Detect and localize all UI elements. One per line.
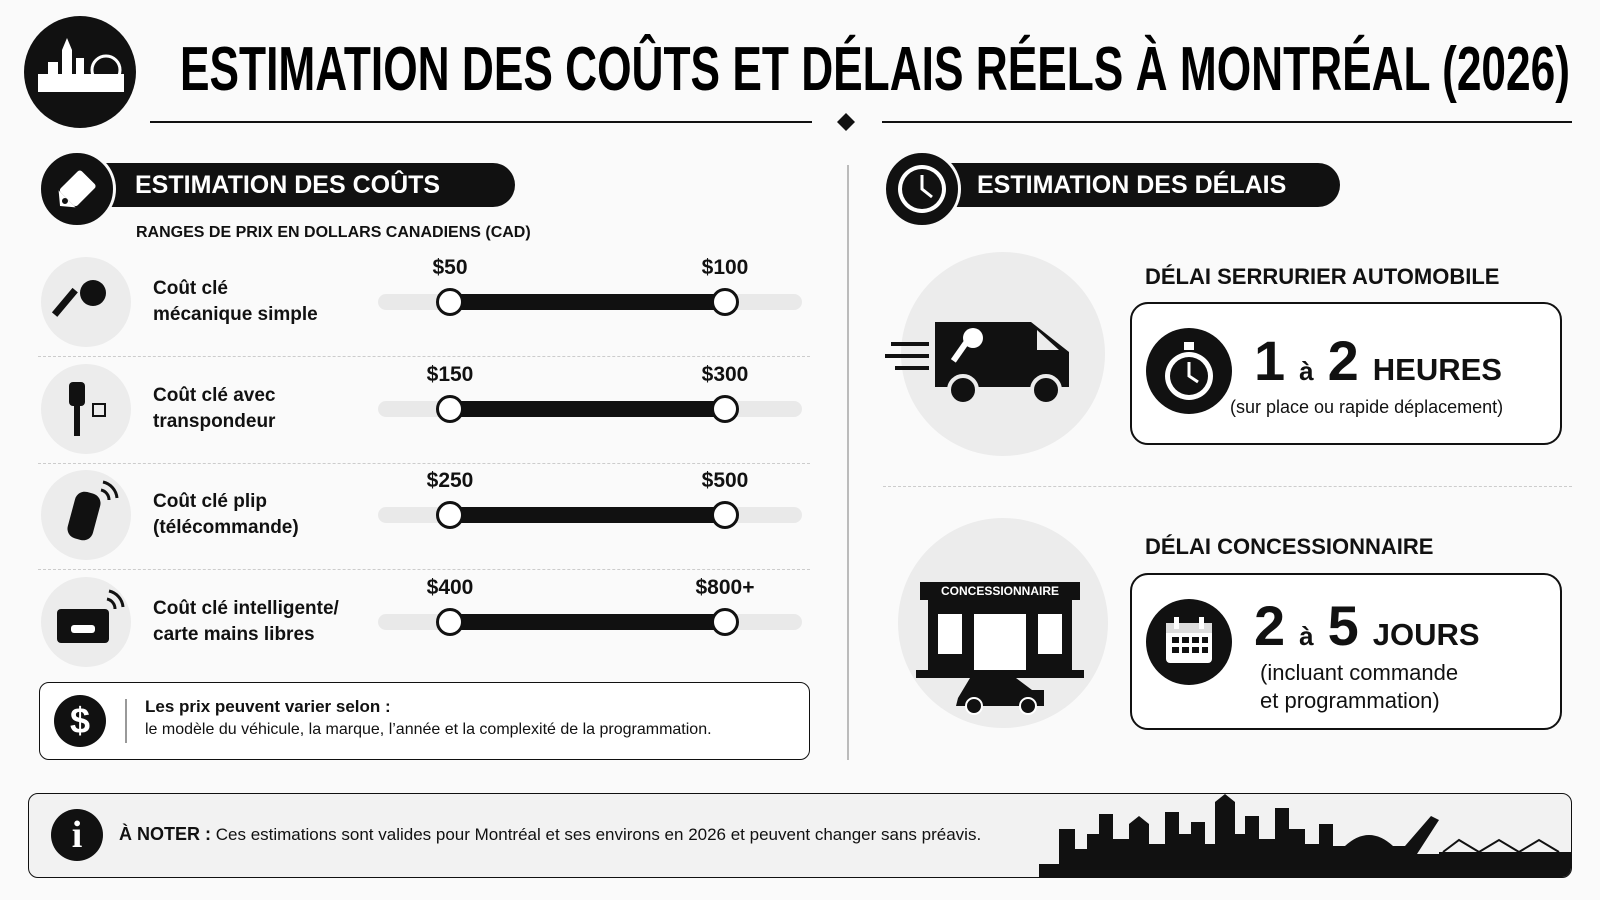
separator — [883, 486, 1572, 487]
costs-heading: ESTIMATION DES COÛTS — [100, 163, 515, 207]
delays-heading: ESTIMATION DES DÉLAIS — [945, 163, 1340, 207]
van-illustration — [885, 252, 1105, 456]
item-icon — [41, 363, 131, 454]
costs-subheading: RANGES DE PRIX EN DOLLARS CANADIENS (CAD… — [136, 224, 531, 241]
footer: i À NOTER : Ces estimations sont valides… — [28, 793, 1572, 878]
footer-label: À NOTER : — [119, 824, 211, 844]
delay-unit: HEURES — [1372, 352, 1502, 387]
note-box: $ Les prix peuvent varier selon : le mod… — [39, 682, 810, 760]
tag-icon — [38, 150, 116, 228]
title: ESTIMATION DES COÛTS ET DÉLAIS RÉELS À M… — [180, 35, 1570, 104]
range-knob — [436, 501, 464, 530]
range-knob — [436, 608, 464, 637]
range-knob — [436, 288, 464, 316]
item-label: Coût clé plip (télécommande) — [153, 489, 299, 541]
skyline — [1039, 794, 1571, 877]
delay-range: 2 à 5 JOURS — [1254, 593, 1480, 658]
range-knob — [436, 394, 464, 423]
delay-detail-line: (sur place ou rapide déplacement) — [1230, 397, 1504, 417]
delay-icon — [1146, 599, 1232, 685]
item-icon — [41, 257, 131, 347]
delay-box: 2 à 5 JOURS (incluant commande et programmati… — [1130, 573, 1562, 730]
max-price: $300 — [701, 362, 749, 386]
max-price: $500 — [701, 469, 749, 493]
footer-text: Ces estimations sont valides pour Montré… — [215, 825, 982, 844]
min-price: $150 — [426, 362, 474, 386]
note-title: Les prix peuvent varier selon : — [145, 697, 391, 716]
min-price: $400 — [426, 576, 474, 600]
item-label-line: Coût clé plip — [153, 491, 267, 513]
item-icon — [41, 470, 131, 561]
item-label-line: Coût clé intelligente/ — [153, 598, 339, 620]
item-label-line: mécanique simple — [153, 304, 318, 325]
divider — [847, 165, 849, 760]
separator — [38, 356, 810, 357]
max-price: $800+ — [695, 576, 755, 600]
min-price: $50 — [432, 256, 468, 279]
store-illustration: CONCESSIONNAIRE — [898, 518, 1108, 728]
range-knob — [711, 394, 739, 423]
delay-unit: JOURS — [1372, 617, 1480, 652]
delay-from: 1 — [1254, 329, 1286, 392]
range-bar — [450, 294, 725, 310]
item-label-line: transpondeur — [153, 410, 276, 432]
item-label: Coût clé mécanique simple — [153, 276, 318, 328]
item-label-line: Coût clé avec — [153, 384, 276, 406]
item-label: Coût clé avec transpondeur — [153, 383, 276, 435]
delay-range: 1 à 2 HEURES — [1254, 328, 1502, 393]
delay-connector: à — [1299, 621, 1314, 651]
max-price: $100 — [701, 256, 749, 279]
range-knob — [711, 501, 739, 530]
header: ESTIMATION DES COÛTS ET DÉLAIS RÉELS À M… — [24, 16, 1572, 131]
range-bar — [450, 507, 725, 524]
delay-title: DÉLAI CONCESSIONNAIRE — [1145, 534, 1434, 559]
range-bar — [450, 614, 725, 631]
delay-detail: (incluant commande et programmation) — [1260, 659, 1458, 715]
item-label: Coût clé intelligente/carte mains libres — [153, 596, 339, 648]
delay-to: 2 — [1327, 329, 1359, 392]
clock-icon — [883, 150, 961, 228]
range-knob — [711, 608, 739, 637]
delay-box: 1 à 2 HEURES (sur place ou rapide déplacemen… — [1130, 302, 1562, 445]
item-label-line: (télécommande) — [153, 517, 299, 539]
delay-to: 5 — [1327, 594, 1359, 657]
dollar-icon: $ — [54, 695, 106, 747]
note-text: le modèle du véhicule, la marque, l’anné… — [145, 721, 712, 738]
info-icon: i — [51, 809, 103, 861]
item-icon — [41, 577, 131, 668]
delay-icon — [1146, 328, 1232, 414]
min-price: $250 — [426, 469, 474, 493]
range-knob — [711, 288, 739, 316]
store-sign: CONCESSIONNAIRE — [940, 584, 1059, 598]
range-bar — [450, 400, 725, 417]
delay-detail-line: et programmation) — [1260, 688, 1440, 713]
delay-detail-line: (incluant commande — [1260, 660, 1459, 685]
separator — [38, 462, 810, 464]
item-label-line: carte mains libres — [153, 624, 315, 646]
separator — [38, 569, 810, 571]
delay-detail: (sur place ou rapide déplacement) — [1230, 396, 1503, 418]
delay-connector: à — [1299, 356, 1314, 386]
item-label-line: Coût clé — [153, 278, 228, 299]
delay-title: DÉLAI SERRURIER AUTOMOBILE — [1145, 264, 1500, 289]
delay-from: 2 — [1254, 594, 1286, 657]
